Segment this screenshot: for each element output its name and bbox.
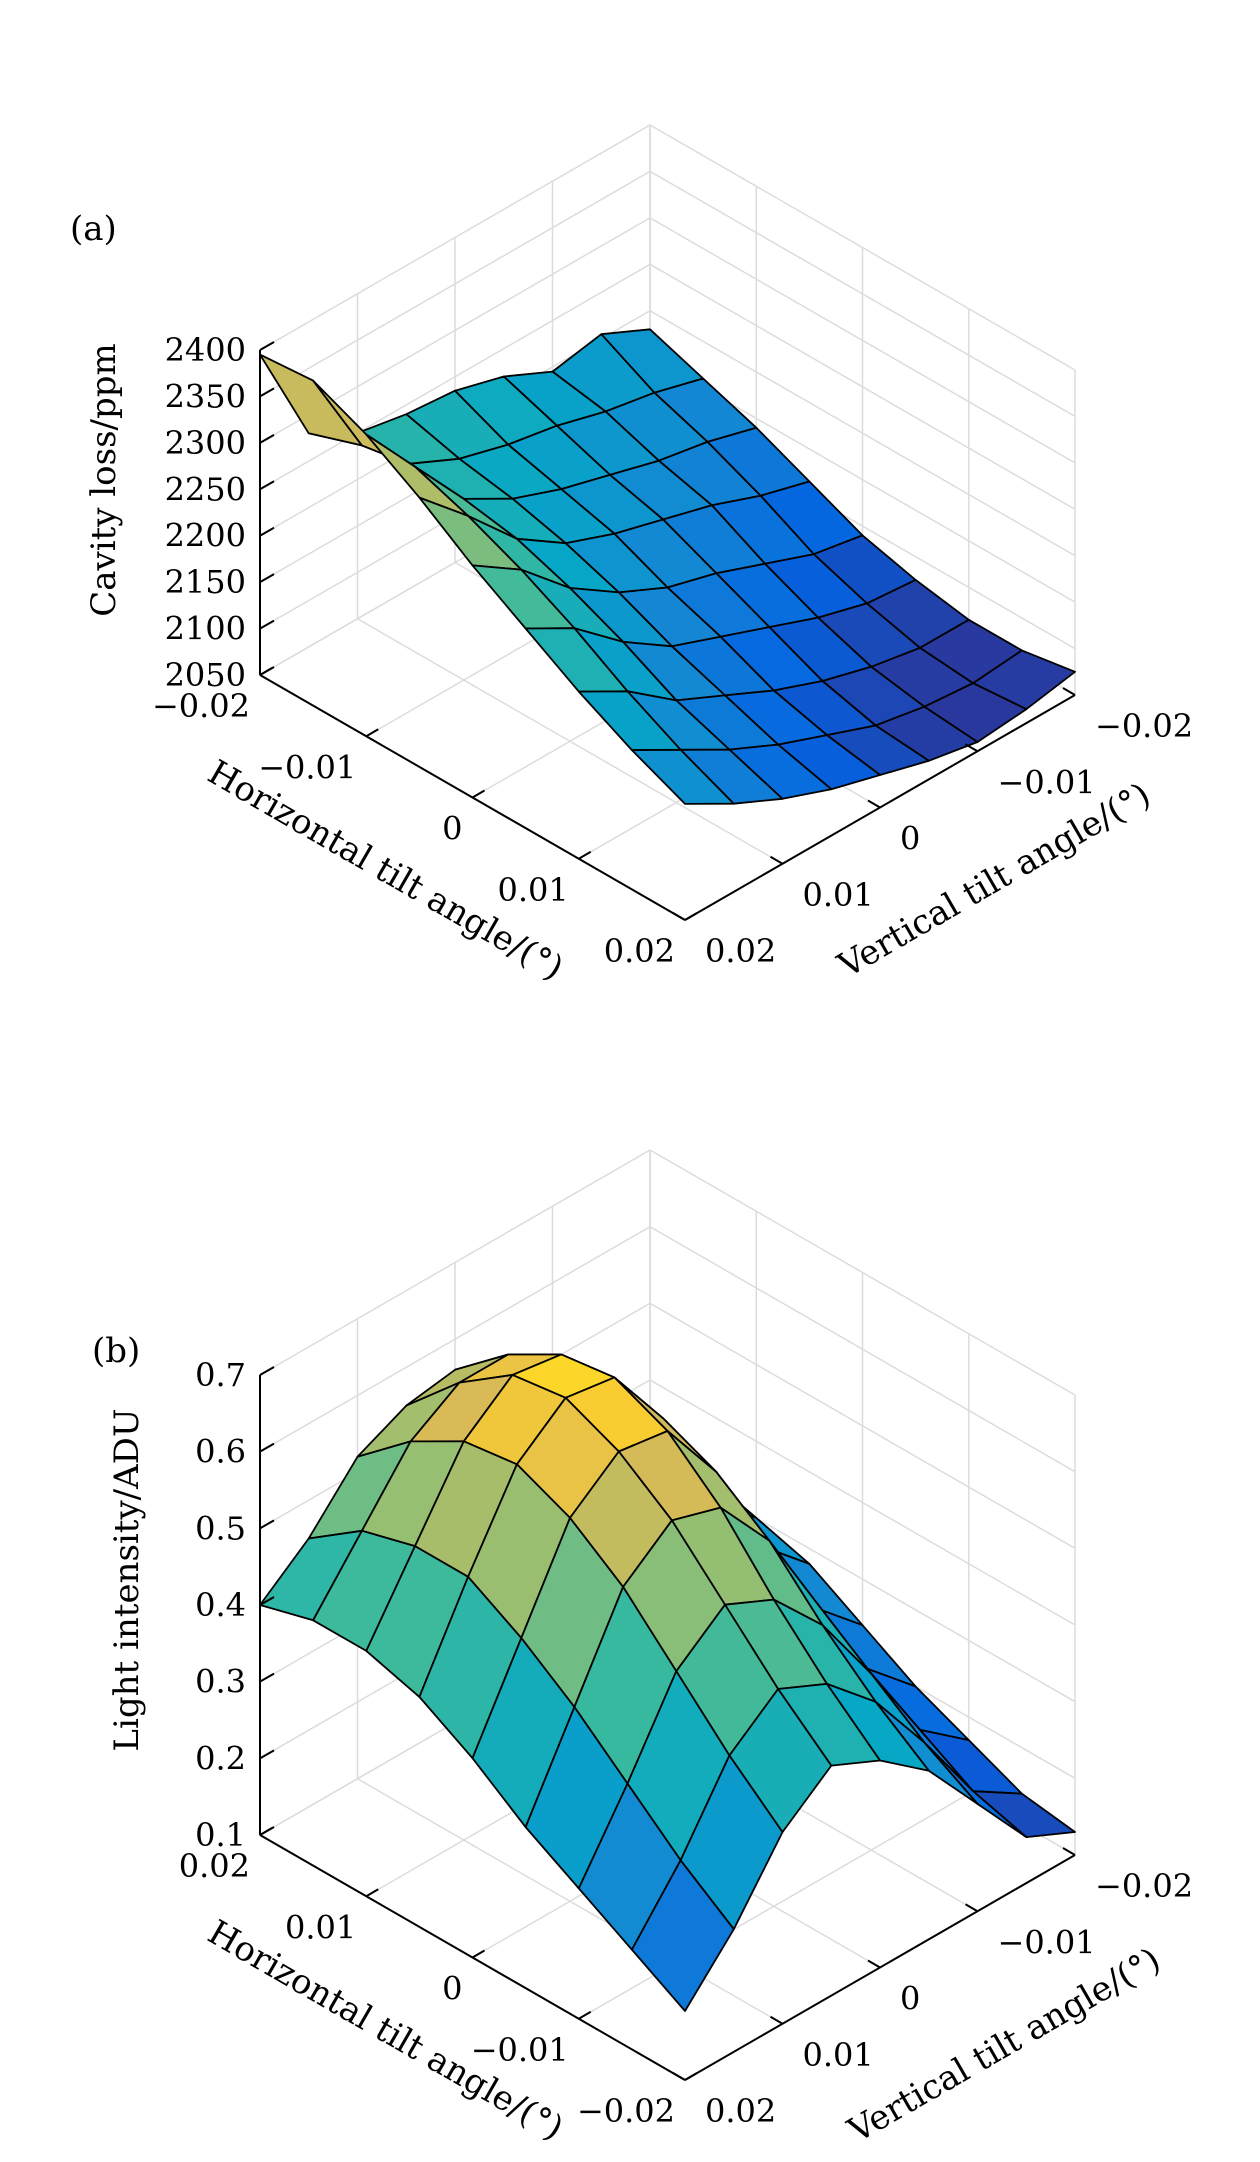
- panel-a-z-tick-label: 2400: [165, 331, 246, 369]
- panel-a-x-tick: [471, 789, 486, 799]
- panel-a-z-tick-label: 2100: [165, 610, 246, 648]
- panel-b-z-tick: [259, 1596, 275, 1606]
- panel-b-x-tick-label: 0: [442, 1970, 462, 2008]
- panel-b-z-tick-label: 0.2: [195, 1739, 246, 1777]
- panel-a-x-tick: [365, 728, 379, 738]
- panel-b-x-tick-label: −0.02: [577, 2092, 675, 2130]
- panel-b-z-tick-label: 0.4: [195, 1586, 246, 1624]
- panel-a-y-tick: [1062, 687, 1076, 696]
- panel-a-y-gridline: [356, 293, 783, 865]
- panel-b-z-gridline: [259, 1149, 1076, 1396]
- panel-b-y-tick: [964, 1903, 979, 1913]
- panel-b-z-tick-label: 0.7: [195, 1356, 246, 1394]
- panel-a-surface-patch: [259, 353, 363, 447]
- panel-b-x-tick: [259, 1827, 273, 1836]
- panel-a-z-tick-label: 2300: [165, 424, 246, 462]
- panel-a-x-tick-label: −0.01: [258, 748, 356, 786]
- panel-b-surface: [259, 1353, 1076, 2012]
- panel-b-y-axis-label: Vertical tilt angle/(°): [841, 1940, 1168, 2152]
- panel-a-x-tick: [259, 667, 273, 676]
- panel-a-x-tick: [684, 912, 698, 921]
- panel-a-y-tick: [672, 912, 686, 921]
- panel-a-z-tick: [259, 619, 275, 630]
- panel-b-x-tick-label: 0.02: [179, 1847, 250, 1885]
- panel-a-z-tick: [259, 341, 275, 351]
- panel-b-y-tick: [672, 2072, 686, 2081]
- panel-b-x-tick: [578, 2010, 592, 2020]
- panel-a-z-tick-label: 2050: [165, 656, 246, 694]
- panel-a-label: (a): [70, 209, 117, 249]
- panel-b-y-tick: [867, 1959, 881, 1969]
- panel-b-z-tick-label: 0.6: [195, 1433, 246, 1471]
- panel-a-surface: [259, 328, 1076, 805]
- panel-b-y-tick-label: −0.01: [998, 1923, 1096, 1961]
- panel-a-z-tick-label: 2350: [165, 377, 246, 415]
- panel-b-y-tick-label: 0.01: [803, 2036, 874, 2074]
- panel-a-z-tick: [259, 387, 275, 398]
- panel-b: 0.10.20.30.40.50.60.70.020.010−0.01−0.02…: [92, 1149, 1193, 2152]
- panel-a-axes: 20502100215022002250230023502400−0.02−0.…: [152, 331, 1193, 970]
- panel-a-x-tick: [578, 850, 592, 860]
- panel-b-x-tick: [365, 1888, 379, 1898]
- panel-a-surface-patch: [631, 748, 735, 805]
- panel-a-z-gridline: [259, 124, 1076, 371]
- panel-b-y-tick: [769, 2015, 784, 2025]
- panel-b-surface-patch: [631, 1859, 735, 2012]
- panel-a-x-tick-label: 0.02: [604, 932, 675, 970]
- panel-a-x-tick-label: 0.01: [498, 871, 569, 909]
- panel-b-axes: 0.10.20.30.40.50.60.70.020.010−0.01−0.02…: [179, 1356, 1193, 2130]
- panel-a-z-tick: [259, 573, 275, 584]
- panel-a: 20502100215022002250230023502400−0.02−0.…: [70, 124, 1193, 989]
- panel-b-z-tick: [259, 1672, 275, 1683]
- panel-b-z-tick: [259, 1442, 275, 1453]
- panel-b-z-tick-label: 0.3: [195, 1663, 246, 1701]
- panel-a-z-tick-label: 2200: [165, 517, 246, 555]
- panel-b-y-tick-label: 0: [900, 1980, 920, 2018]
- panel-a-x-tick-label: 0: [442, 810, 462, 848]
- panel-b-x-tick-label: 0.01: [285, 1908, 356, 1946]
- panel-b-y-tick: [1062, 1847, 1076, 1856]
- panel-b-y-tick-label: 0.02: [705, 2092, 776, 2130]
- panel-a-y-tick-label: 0: [900, 820, 920, 858]
- panel-a-x-tick-label: −0.02: [152, 687, 250, 725]
- panel-b-z-tick: [259, 1749, 275, 1760]
- panel-b-z-tick: [259, 1366, 275, 1376]
- panel-a-z-tick: [259, 433, 275, 444]
- panel-a-z-tick-label: 2250: [165, 470, 246, 508]
- panel-b-z-tick: [259, 1519, 275, 1530]
- panel-a-y-tick: [769, 855, 784, 865]
- panel-b-label: (b): [92, 1331, 140, 1371]
- panel-a-z-tick-label: 2150: [165, 563, 246, 601]
- panel-a-y-tick-label: −0.02: [1095, 707, 1193, 745]
- panel-b-z-axis-label: Light intensity/ADU: [107, 1408, 147, 1751]
- panel-a-z-axis-label: Cavity loss/ppm: [84, 343, 124, 617]
- panel-b-z-tick-label: 0.5: [195, 1509, 246, 1547]
- panel-a-y-tick-label: −0.01: [998, 763, 1096, 801]
- panel-b-x-tick: [684, 2072, 698, 2081]
- panel-a-y-tick-label: 0.02: [705, 932, 776, 970]
- panel-b-x-tick-label: −0.01: [471, 2031, 569, 2069]
- panel-a-z-tick: [259, 480, 275, 491]
- panel-b-y-tick-label: −0.02: [1095, 1867, 1193, 1905]
- panel-a-y-tick-label: 0.01: [803, 876, 874, 914]
- panel-a-y-tick: [964, 743, 979, 753]
- panel-a-z-tick: [259, 526, 275, 537]
- panel-a-y-tick: [867, 799, 881, 809]
- panel-b-x-tick: [471, 1949, 486, 1959]
- panel-b-surface-patch: [972, 1790, 1076, 1838]
- panel-b-z-tick-label: 0.1: [195, 1816, 246, 1854]
